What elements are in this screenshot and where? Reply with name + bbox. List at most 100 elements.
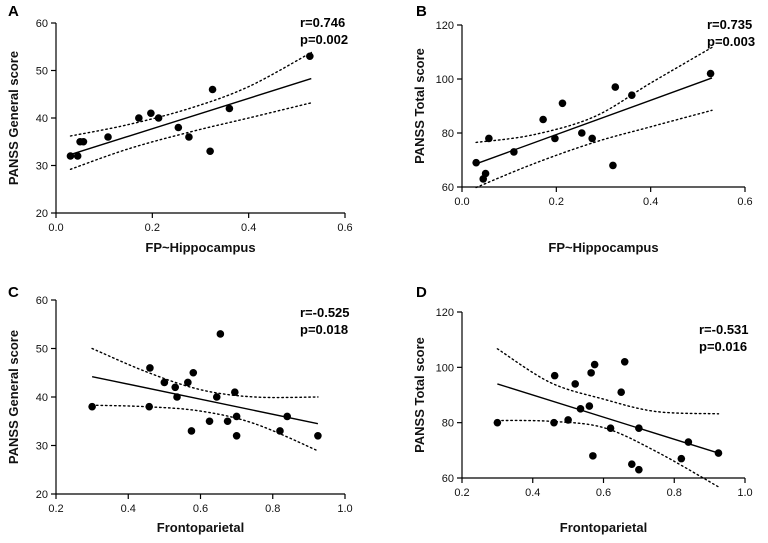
correlation-r-label: r=0.746 xyxy=(300,15,345,30)
confidence-band-lower xyxy=(496,419,720,488)
regression-line xyxy=(70,77,312,156)
data-point xyxy=(539,115,547,124)
data-point xyxy=(606,424,615,433)
data-point xyxy=(576,405,585,413)
panel-b: B 0.0 0.2 0.4 0.6 60 80 100 120 FP~Hippocampus PAN… xyxy=(412,3,755,255)
data-point xyxy=(314,432,322,440)
confidence-band-upper xyxy=(69,51,312,137)
x-tick-label: 0.4 xyxy=(241,222,256,234)
data-point xyxy=(550,371,559,380)
data-point xyxy=(635,465,643,474)
data-point xyxy=(171,383,180,392)
y-tick-label: 80 xyxy=(442,418,454,430)
y-tick-label: 20 xyxy=(36,489,48,501)
panel-a: A 0.0 0.2 0.4 0.6 20 30 40 50 60 FP~Hippocampus PAN… xyxy=(6,3,353,255)
data-point xyxy=(585,402,594,410)
y-tick-label: 30 xyxy=(36,441,48,453)
x-tick-label: 1.0 xyxy=(337,503,352,515)
data-point xyxy=(174,123,183,132)
x-tick-label: 0.4 xyxy=(525,487,540,499)
y-tick-label: 20 xyxy=(36,208,48,220)
x-tick-label: 1.0 xyxy=(737,487,752,499)
data-point xyxy=(145,402,154,411)
data-point xyxy=(231,388,239,396)
confidence-band-lower xyxy=(69,102,312,170)
data-point xyxy=(611,83,620,91)
data-point xyxy=(635,424,643,433)
panel-letter: C xyxy=(8,284,19,301)
p-value-label: p=0.018 xyxy=(300,322,348,337)
correlation-r-label: r=0.735 xyxy=(707,17,752,32)
data-point xyxy=(620,358,629,366)
data-point xyxy=(578,129,586,137)
y-tick-label: 60 xyxy=(36,295,48,307)
data-point xyxy=(550,418,558,427)
data-point xyxy=(558,99,567,108)
data-point xyxy=(216,330,225,338)
data-point xyxy=(212,393,221,401)
data-point xyxy=(510,148,518,156)
data-point xyxy=(628,460,636,468)
x-tick-label: 0.0 xyxy=(48,222,63,234)
data-point xyxy=(79,137,88,146)
data-point xyxy=(588,134,596,143)
data-point xyxy=(589,452,597,460)
data-point xyxy=(677,454,686,463)
data-point xyxy=(493,418,502,427)
data-point xyxy=(225,104,234,113)
x-tick-label: 0.8 xyxy=(265,503,280,515)
y-axis-label: PANSS Total score xyxy=(412,48,427,164)
data-point xyxy=(223,417,232,426)
data-point xyxy=(590,360,599,369)
y-axis-label: PANSS General score xyxy=(6,51,21,185)
data-point xyxy=(283,412,292,421)
data-point xyxy=(276,427,284,435)
y-tick-label: 40 xyxy=(36,392,48,404)
y-tick-label: 60 xyxy=(36,18,48,30)
panel-letter: D xyxy=(416,284,427,301)
data-point xyxy=(184,378,192,387)
data-point xyxy=(587,369,595,377)
regression-line xyxy=(91,375,319,425)
x-tick-label: 0.2 xyxy=(145,222,160,234)
data-point xyxy=(617,388,625,397)
y-tick-label: 30 xyxy=(36,161,48,173)
x-axis-label: FP~Hippocampus xyxy=(145,240,255,255)
confidence-band-lower xyxy=(91,404,319,452)
data-point xyxy=(628,91,636,99)
data-point xyxy=(205,417,214,426)
confidence-band-upper xyxy=(475,46,713,144)
data-point xyxy=(481,169,490,178)
panel-d: D 0.2 0.4 0.6 0.8 1.0 60 80 100 120 Frontoparietal… xyxy=(412,284,753,535)
x-tick-label: 0.2 xyxy=(549,196,564,208)
y-tick-label: 100 xyxy=(436,362,454,374)
data-point xyxy=(147,109,155,118)
data-point xyxy=(472,158,480,167)
p-value-label: p=0.003 xyxy=(707,34,755,49)
data-point xyxy=(154,114,163,122)
data-point xyxy=(551,134,559,143)
x-tick-label: 0.6 xyxy=(596,487,611,499)
data-point xyxy=(66,152,75,160)
y-axis-label: PANSS Total score xyxy=(412,337,427,453)
data-point xyxy=(564,416,572,424)
data-point xyxy=(609,161,617,170)
confidence-band-upper xyxy=(91,347,319,399)
x-axis-label: FP~Hippocampus xyxy=(548,240,658,255)
data-point xyxy=(73,152,82,160)
data-point xyxy=(232,412,241,421)
x-axis-label: Frontoparietal xyxy=(560,520,647,535)
y-tick-label: 80 xyxy=(442,128,454,140)
x-tick-label: 0.2 xyxy=(48,503,63,515)
y-tick-label: 100 xyxy=(436,74,454,86)
correlation-r-label: r=-0.531 xyxy=(699,322,749,337)
panel-letter: A xyxy=(8,3,19,20)
x-tick-label: 0.4 xyxy=(121,503,136,515)
x-tick-label: 0.4 xyxy=(643,196,658,208)
data-point xyxy=(146,364,154,372)
data-point xyxy=(189,368,198,377)
data-point xyxy=(160,378,169,387)
data-point xyxy=(173,393,181,401)
x-tick-label: 0.0 xyxy=(454,196,469,208)
